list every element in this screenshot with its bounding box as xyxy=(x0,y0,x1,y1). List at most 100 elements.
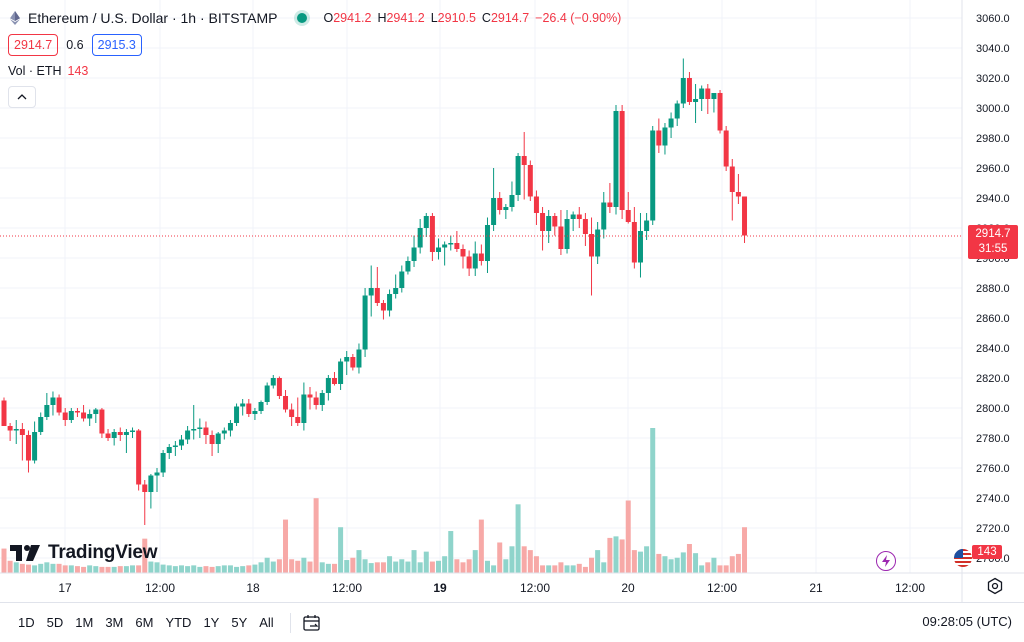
utc-clock[interactable]: 09:28:05 (UTC) xyxy=(922,614,1012,629)
candle xyxy=(313,391,319,410)
ohlc-low: L2910.5 xyxy=(430,11,476,25)
range-all-button[interactable]: All xyxy=(259,615,274,630)
price-tick-label: 3040.0 xyxy=(976,43,1010,55)
volume-bar xyxy=(411,550,417,573)
candle xyxy=(111,429,117,446)
price-tick-label: 2840.0 xyxy=(976,343,1010,355)
candle xyxy=(680,58,686,108)
settings-icon[interactable] xyxy=(986,577,1004,595)
volume-bar xyxy=(454,559,460,573)
symbol-title: Ethereum / U.S. Dollar · 1h · BITSTAMP xyxy=(28,10,278,26)
bottom-toolbar: 1D 5D 1M 3M 6M YTD 1Y 5Y All 09:28:05 (U… xyxy=(0,602,1024,642)
candle xyxy=(87,409,93,426)
volume-bar xyxy=(393,561,399,573)
volume-bar xyxy=(209,566,215,573)
flash-button[interactable] xyxy=(876,551,896,571)
volume-bar xyxy=(540,565,546,573)
range-1m-button[interactable]: 1M xyxy=(75,615,94,630)
volume-legend[interactable]: Vol · ETH 143 xyxy=(8,64,88,78)
volume-bar xyxy=(178,565,184,573)
time-tick-label: 12:00 xyxy=(707,581,737,595)
candle xyxy=(203,421,209,444)
volume-bar xyxy=(491,565,497,573)
volume-bar xyxy=(50,563,56,573)
candle xyxy=(252,408,258,420)
candle xyxy=(307,387,313,410)
volume-bar xyxy=(99,566,105,573)
candle xyxy=(362,288,368,357)
candle xyxy=(460,244,466,269)
range-6m-button[interactable]: 6M xyxy=(135,615,154,630)
market-status-icon[interactable] xyxy=(297,13,308,23)
chart-grid xyxy=(0,0,962,573)
volume-bar xyxy=(472,550,478,573)
collapse-chevron-icon xyxy=(17,94,27,100)
candle xyxy=(454,231,460,252)
range-ytd-button[interactable]: YTD xyxy=(165,615,192,630)
volume-bar xyxy=(650,428,656,573)
candle xyxy=(699,85,705,111)
candle xyxy=(374,267,380,306)
volume-bar xyxy=(160,564,166,573)
volume-bar xyxy=(264,557,270,573)
buy-button[interactable]: 2915.3 xyxy=(91,34,142,56)
volume-bar xyxy=(185,566,191,573)
ohlc-high: H2941.2 xyxy=(377,11,425,25)
volume-bar xyxy=(19,563,25,573)
volume-bar xyxy=(283,519,289,573)
tradingview-logo[interactable]: TradingView xyxy=(10,542,158,564)
volume-bar xyxy=(546,565,552,573)
candle xyxy=(93,408,99,423)
collapse-legend-button[interactable] xyxy=(8,86,36,108)
candle xyxy=(723,126,729,171)
range-3m-button[interactable]: 3M xyxy=(105,615,124,630)
candle xyxy=(276,376,282,399)
volume-bar xyxy=(148,561,154,573)
candle xyxy=(393,274,399,299)
symbol-legend[interactable]: Ethereum / U.S. Dollar · 1h · BITSTAMP O… xyxy=(8,8,621,28)
candle xyxy=(166,444,172,459)
price-tick-label: 2960.0 xyxy=(976,163,1010,175)
price-tick-label: 3020.0 xyxy=(976,73,1010,85)
price-tick-label: 2720.0 xyxy=(976,523,1010,535)
volume-bar xyxy=(448,531,454,573)
volume-bar xyxy=(436,560,442,573)
range-1d-button[interactable]: 1D xyxy=(18,615,35,630)
candle xyxy=(570,211,576,231)
sell-button[interactable]: 2914.7 xyxy=(8,34,59,56)
candle xyxy=(674,100,680,126)
range-5y-button[interactable]: 5Y xyxy=(231,615,248,630)
range-1y-button[interactable]: 1Y xyxy=(203,615,220,630)
flag-icon[interactable] xyxy=(954,549,972,567)
range-5d-button[interactable]: 5D xyxy=(46,615,64,630)
volume-bar xyxy=(68,565,74,573)
volume-bar xyxy=(607,537,613,573)
volume-bar xyxy=(123,566,129,573)
ohlc-close: C2914.7 xyxy=(481,11,530,25)
flash-icon xyxy=(882,555,890,567)
candle xyxy=(172,441,178,456)
candle xyxy=(240,399,246,416)
bar-countdown: 31:55 xyxy=(978,243,1008,255)
volume-bar xyxy=(668,559,674,573)
candle xyxy=(644,213,650,240)
calendar-range-icon[interactable] xyxy=(301,612,323,634)
candle xyxy=(497,192,503,215)
volume-bar xyxy=(680,552,686,573)
time-tick-label: 17 xyxy=(58,581,72,595)
ohlc-open: O2941.2 xyxy=(323,11,372,25)
candle xyxy=(44,393,50,420)
volume-bar xyxy=(552,565,558,573)
time-tick-label: 18 xyxy=(246,581,260,595)
price-tick-label: 3000.0 xyxy=(976,103,1010,115)
candle xyxy=(484,217,490,273)
candle xyxy=(595,222,601,264)
candle xyxy=(509,181,515,212)
volume-bar xyxy=(32,565,38,573)
volume-bar xyxy=(380,562,386,573)
candle xyxy=(540,207,546,251)
volume-bar xyxy=(558,562,564,573)
volume-bar xyxy=(631,550,637,573)
candle xyxy=(380,300,386,320)
